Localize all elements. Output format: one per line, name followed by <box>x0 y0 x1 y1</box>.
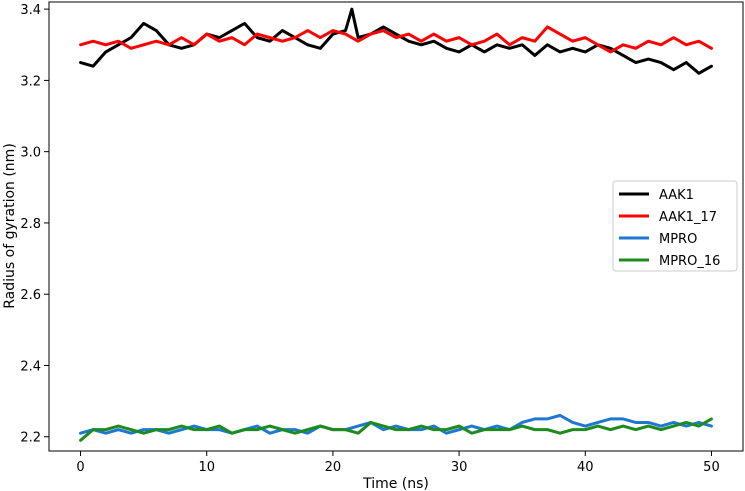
legend: AAK1 AAK1_17 MPRO MPRO_16 <box>612 180 738 272</box>
x-tick-label: 0 <box>76 460 84 475</box>
series-line-mpro-16 <box>79 417 713 442</box>
y-axis: 2.2 2.4 2.6 2.8 3.0 3.2 3.4 <box>20 3 49 446</box>
y-tick-label: 2.2 <box>20 431 41 446</box>
x-tick-label: 10 <box>198 460 215 475</box>
legend-entry-label: MPRO_16 <box>659 254 720 269</box>
x-axis: 0 10 20 30 40 50 <box>76 451 720 475</box>
x-tick-label: 30 <box>451 460 468 475</box>
x-tick-label: 20 <box>325 460 342 475</box>
series-line-aak1 <box>79 7 713 75</box>
plot-frame <box>48 1 744 452</box>
legend-entry-label: AAK1_17 <box>659 210 717 225</box>
y-tick-label: 2.6 <box>20 288 41 303</box>
legend-box <box>612 180 738 272</box>
x-tick-label: 50 <box>703 460 720 475</box>
x-tick-label: 40 <box>577 460 594 475</box>
y-tick-label: 3.0 <box>20 146 41 161</box>
series-line-aak1-17 <box>79 25 713 54</box>
legend-entry-label: AAK1 <box>659 188 694 203</box>
y-tick-label: 2.8 <box>20 217 41 232</box>
legend-entry-label: MPRO <box>659 232 697 247</box>
x-axis-label: Time (ns) <box>362 476 429 491</box>
series-layer <box>79 7 713 442</box>
y-tick-label: 3.4 <box>20 3 41 18</box>
y-tick-label: 2.4 <box>20 359 41 374</box>
y-tick-label: 3.2 <box>20 74 41 89</box>
y-axis-label: Radius of gyration (nm) <box>2 143 18 309</box>
